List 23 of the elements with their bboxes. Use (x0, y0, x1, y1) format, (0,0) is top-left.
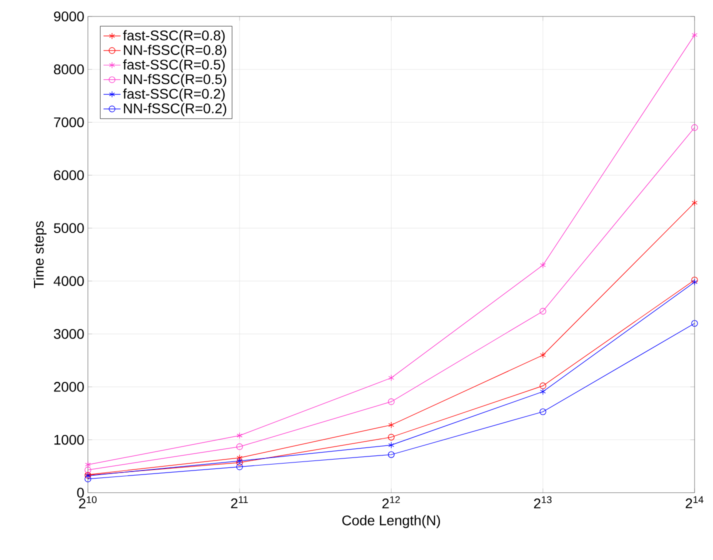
x-tick-label: 2$^{10}$ (79, 496, 97, 508)
legend-label: fast-SSC(R=0.8) (123, 30, 225, 44)
y-tick-label: 6000 (54, 170, 84, 180)
y-tick-label: 1000 (54, 434, 84, 445)
x-tick-label: 2$^{12}$ (382, 496, 400, 508)
y-tick-label: 2000 (54, 382, 84, 392)
y-tick-label: 9000 (54, 12, 84, 22)
legend-label: NN-fSSC(R=0.5) (124, 74, 226, 87)
y-tick-label: 7000 (54, 117, 84, 128)
x-tick-label: 2$^{13}$ (534, 496, 552, 508)
y-tick-label: 4000 (54, 276, 84, 286)
legend-label: NN-fSSC(R=0.2) (124, 103, 226, 116)
y-tick-label: 0 (77, 488, 84, 498)
y-tick-label: 8000 (54, 64, 84, 74)
x-tick-label: 2$^{14}$ (686, 496, 704, 508)
legend-label: NN-fSSC(R=0.8) (124, 44, 226, 58)
legend-label: fast-SSC(R=0.2) (123, 88, 225, 102)
y-tick-label: 5000 (54, 223, 84, 234)
x-tick-label: 2$^{11}$ (231, 496, 248, 508)
legend-label: fast-SSC(R=0.5) (123, 59, 225, 72)
x-axis-title: Code Length(N) (342, 515, 440, 528)
y-tick-label: 3000 (54, 329, 84, 339)
y-axis-title: Time steps (34, 221, 47, 288)
